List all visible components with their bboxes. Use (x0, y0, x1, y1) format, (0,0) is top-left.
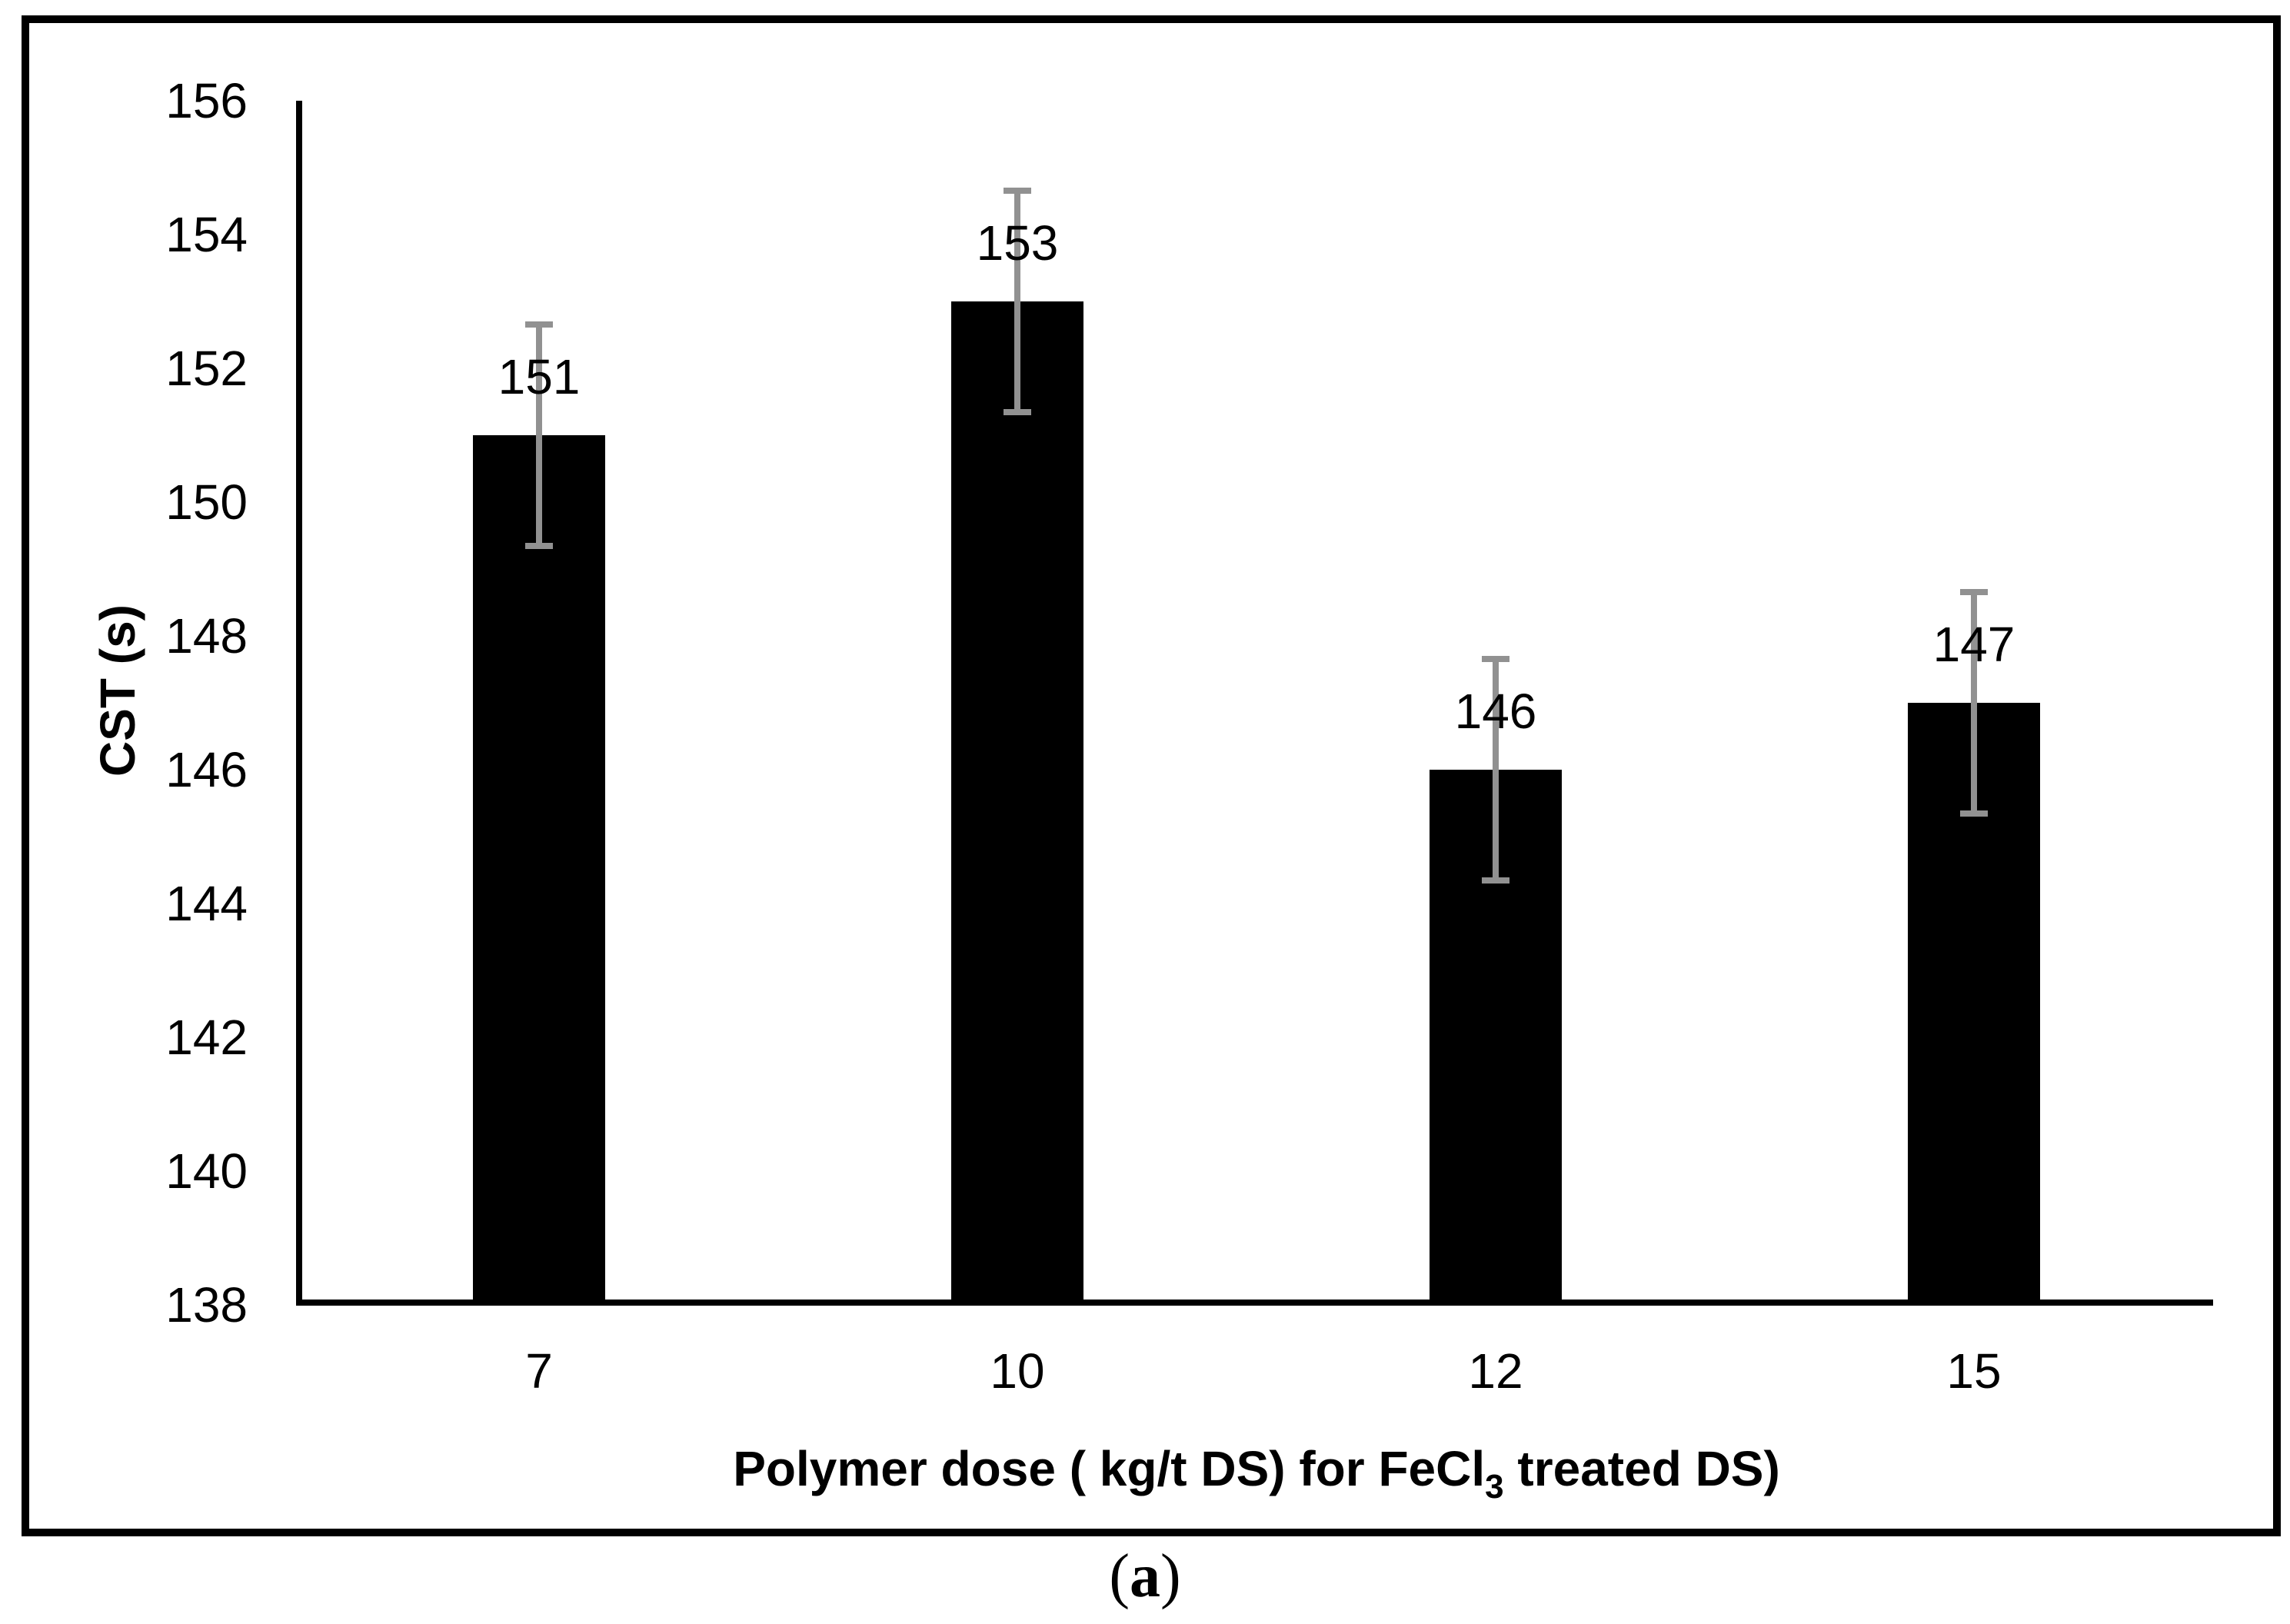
error-bar-cap-bottom (1004, 408, 1031, 415)
error-bar-line (1493, 659, 1499, 880)
bar-value-label: 146 (1454, 684, 1537, 739)
x-tick-label: 10 (990, 1343, 1045, 1399)
x-axis-title-text: Polymer dose ( kg/t DS) for FeCl (733, 1441, 1486, 1496)
error-bar-cap-top (1482, 656, 1509, 663)
error-bar-cap-bottom (1482, 877, 1509, 884)
bar-value-label: 147 (1932, 617, 2015, 672)
error-bar-cap-top (1004, 188, 1031, 195)
x-axis-line (296, 1300, 2213, 1306)
error-bar-cap-bottom (1960, 810, 1988, 817)
error-bar-cap-top (525, 321, 553, 328)
x-tick-label: 12 (1468, 1343, 1523, 1399)
y-tick-label: 152 (165, 341, 248, 396)
y-tick-label: 138 (165, 1277, 248, 1333)
caption-open-paren: ( (1109, 1542, 1130, 1610)
error-bar-cap-bottom (525, 542, 553, 549)
y-axis-line (296, 101, 302, 1306)
fecl3-subscript: 3 (1485, 1468, 1504, 1506)
bar (951, 301, 1083, 1306)
y-tick-label: 156 (165, 73, 248, 128)
error-bar-cap-top (1960, 589, 1988, 596)
y-tick-label: 154 (165, 207, 248, 262)
y-tick-label: 150 (165, 474, 248, 530)
y-tick-label: 144 (165, 876, 248, 931)
caption-close-paren: ) (1160, 1542, 1181, 1610)
x-axis-title: Polymer dose ( kg/t DS) for FeCl3 treate… (300, 1439, 2213, 1516)
y-axis-title: CST (s) (90, 604, 145, 777)
x-tick-label: 15 (1946, 1343, 2002, 1399)
y-tick-label: 140 (165, 1143, 248, 1199)
x-axis-title-tail: treated DS) (1503, 1441, 1780, 1496)
bar-value-label: 153 (976, 215, 1059, 271)
error-bar-line (1971, 592, 1977, 814)
error-bar-line (536, 324, 542, 546)
y-tick-label: 146 (165, 742, 248, 797)
y-tick-label: 148 (165, 608, 248, 664)
caption: (a) (0, 1541, 2290, 1612)
figure-border (22, 15, 2281, 1536)
bar-value-label: 151 (498, 349, 581, 404)
caption-letter: a (1130, 1542, 1160, 1610)
bar (473, 435, 605, 1306)
x-tick-label: 7 (525, 1343, 553, 1399)
error-bar-line (1014, 191, 1020, 412)
y-tick-label: 142 (165, 1010, 248, 1065)
